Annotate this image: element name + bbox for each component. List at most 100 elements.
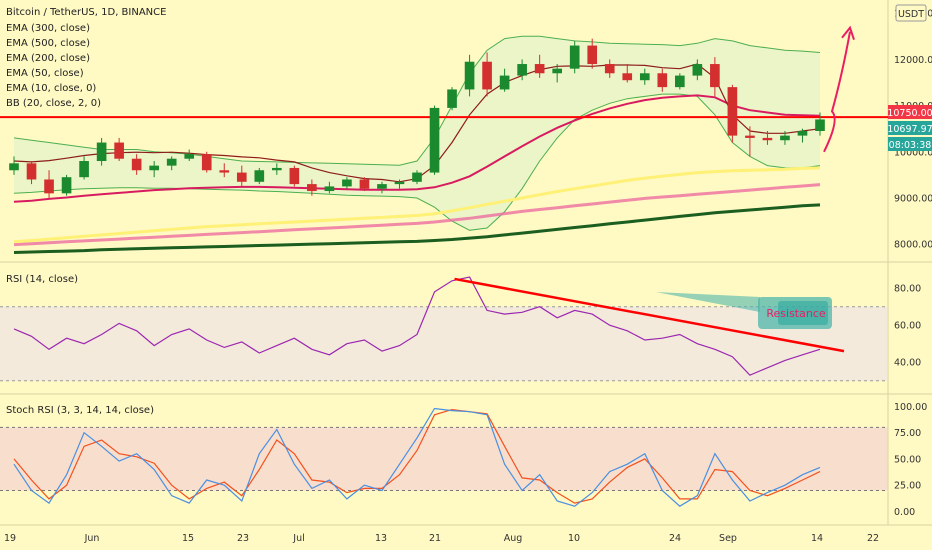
stoch-tick-label: 50.00: [894, 454, 921, 465]
candle-body: [797, 131, 808, 136]
countdown-tag: [888, 137, 932, 151]
stoch-title[interactable]: Stoch RSI (3, 3, 14, 14, close): [6, 405, 154, 416]
resistance-box-inner: [778, 301, 828, 325]
resistance-label: Resistance: [766, 307, 826, 320]
candle-body: [727, 87, 738, 136]
indicator-label-ema10[interactable]: EMA (10, close, 0): [6, 83, 96, 94]
candle-body: [114, 142, 124, 159]
rsi-pane: [0, 276, 888, 382]
countdown-label: 08:03:38: [889, 140, 932, 151]
stoch-band: [0, 427, 888, 491]
price-tick-label: 10000.00: [894, 147, 932, 158]
indicator-label-bb[interactable]: BB (20, close, 2, 0): [6, 98, 101, 109]
x-tick-label: 10: [568, 533, 580, 544]
x-tick-label: 13: [375, 533, 387, 544]
candle-body: [692, 64, 703, 76]
ema300-line: [13, 203, 821, 254]
currency-badge[interactable]: [895, 4, 927, 22]
candle-body: [657, 73, 668, 88]
stoch-tick-label: 75.00: [894, 428, 921, 439]
candle-body: [394, 181, 405, 185]
y-axis-labels: 8000.009000.0010000.0011000.0012000.0013…: [894, 9, 932, 518]
x-tick-label: Sep: [719, 533, 737, 544]
x-axis-labels: 19 Jun 15 23 Jul 13 21 Aug 10 24 Sep 14 22: [4, 533, 879, 544]
candle-body: [710, 64, 720, 88]
candle-body: [44, 179, 54, 194]
x-tick-label: Aug: [504, 533, 523, 544]
candle-body: [26, 163, 37, 180]
resistance-callout: [656, 292, 760, 312]
candle-body: [622, 73, 633, 81]
candle-body: [604, 64, 615, 74]
candle-body: [166, 158, 177, 166]
bb-upper-line: [13, 35, 821, 166]
forecast-arrow: [823, 31, 851, 153]
candle-body: [780, 135, 790, 141]
candle-body: [639, 73, 650, 81]
price-tick-label: 8000.00: [894, 240, 932, 251]
indicator-label-ema300[interactable]: EMA (300, close): [6, 23, 90, 34]
candle-body: [272, 167, 282, 171]
rsi-title[interactable]: RSI (14, close): [6, 274, 78, 285]
x-tick-label: 24: [669, 533, 681, 544]
candle-body: [675, 75, 685, 88]
candle-body: [96, 142, 107, 162]
candle-body: [517, 64, 527, 76]
x-tick-label: 14: [811, 533, 823, 544]
price-tick-label: 9000.00: [894, 193, 932, 204]
candle-body: [149, 165, 159, 171]
candle-body: [79, 161, 89, 178]
stoch-d-line: [13, 408, 821, 504]
candles: [9, 25, 855, 198]
rsi-trendline: [454, 277, 845, 353]
candle-body: [552, 68, 562, 74]
x-tick-label: 23: [237, 533, 249, 544]
candle-body: [184, 154, 195, 159]
symbol-title: Bitcoin / TetherUS, 1D, BINANCE: [6, 7, 166, 18]
stoch-k-line: [13, 407, 821, 507]
x-tick-label: 21: [429, 533, 441, 544]
candle-body: [745, 135, 755, 138]
candle-body: [377, 184, 387, 189]
bb-fill: [14, 36, 820, 231]
x-tick-label: 22: [867, 533, 879, 544]
candle-body: [534, 64, 545, 74]
ema200-line: [13, 166, 821, 244]
candle-body: [762, 137, 773, 141]
rsi-tick-label: 60.00: [894, 321, 921, 332]
level-price-tag: [888, 105, 932, 119]
candle-body: [131, 158, 142, 171]
candle-body: [412, 172, 422, 182]
indicator-label-ema500[interactable]: EMA (500, close): [6, 38, 90, 49]
candle-body: [482, 61, 492, 90]
candle-body: [307, 184, 317, 192]
candle-body: [61, 177, 72, 194]
x-tick-label: Jun: [84, 533, 100, 544]
stoch-pane: [0, 407, 888, 507]
candle-body: [359, 179, 370, 189]
last-price-tag: [888, 121, 932, 135]
candle-body: [342, 179, 352, 187]
indicator-label-ema200[interactable]: EMA (200, close): [6, 53, 90, 64]
ema500-line: [13, 183, 821, 247]
candle-body: [254, 170, 265, 182]
price-tick-label: 12000.00: [894, 55, 932, 66]
candle-body: [815, 119, 825, 131]
indicator-bands: [13, 35, 821, 231]
candle-body: [324, 186, 335, 192]
indicator-label-ema50[interactable]: EMA (50, close): [6, 68, 84, 79]
candle-body: [236, 172, 247, 182]
candle-body: [447, 89, 457, 108]
candle-body: [201, 154, 212, 171]
rsi-line: [13, 276, 821, 376]
x-tick-label: 19: [4, 533, 16, 544]
candle-body: [429, 107, 440, 173]
level-price-label: 10750.00: [887, 108, 932, 119]
x-tick-label: 15: [182, 533, 194, 544]
candle-body: [569, 45, 580, 69]
rsi-tick-label: 40.00: [894, 358, 921, 369]
candle-body: [587, 45, 598, 65]
ema50-line: [13, 94, 821, 203]
stoch-tick-label: 25.00: [894, 481, 921, 492]
candle-body: [464, 61, 475, 90]
